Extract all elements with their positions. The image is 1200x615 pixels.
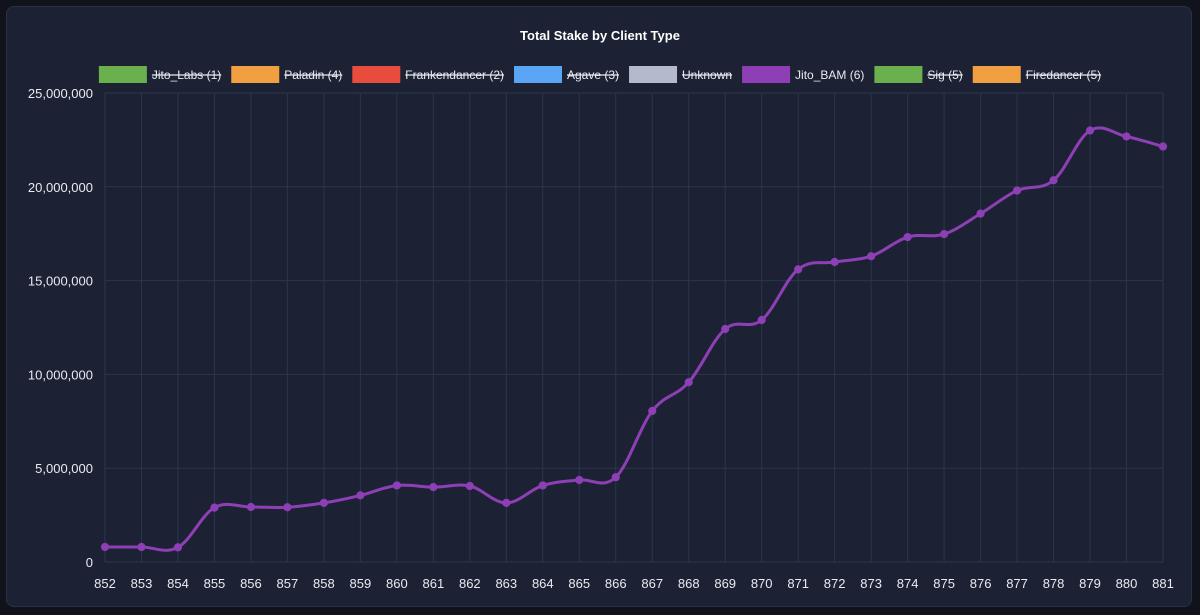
x-tick-label: 871: [787, 576, 809, 591]
legend-swatch[interactable]: [352, 66, 401, 83]
data-point[interactable]: [538, 481, 547, 490]
x-tick-label: 857: [277, 576, 299, 591]
data-point[interactable]: [319, 498, 328, 508]
data-point[interactable]: [903, 232, 912, 242]
data-point[interactable]: [867, 252, 876, 261]
data-point[interactable]: [392, 481, 401, 490]
legend-item[interactable]: Paladin (4): [231, 66, 342, 83]
x-tick-label: 864: [532, 576, 554, 591]
x-tick-label: 855: [204, 576, 226, 591]
legend-swatch[interactable]: [629, 66, 678, 83]
x-tick-label: 866: [605, 576, 627, 591]
chart-panel: [6, 6, 1192, 607]
x-tick-label: 868: [678, 576, 700, 591]
data-point[interactable]: [137, 542, 146, 552]
x-tick-label: 872: [824, 576, 846, 591]
legend-item[interactable]: Jito_BAM (6): [742, 66, 864, 83]
legend-swatch[interactable]: [874, 66, 923, 83]
legend-swatch[interactable]: [98, 66, 147, 83]
x-tick-label: 874: [897, 576, 919, 591]
legend[interactable]: Jito_Labs (1) Paladin (4) Frankendancer (2…: [98, 66, 1101, 83]
x-tick-label: 856: [240, 576, 262, 591]
y-tick-label: 15,000,000: [28, 274, 93, 289]
data-point[interactable]: [173, 543, 183, 552]
x-tick-label: 881: [1152, 576, 1174, 591]
x-tick-label: 853: [131, 576, 153, 591]
legend-swatch[interactable]: [742, 66, 791, 83]
data-point[interactable]: [976, 209, 985, 218]
data-point[interactable]: [246, 502, 256, 512]
x-tick-label: 867: [641, 576, 663, 591]
legend-item[interactable]: Sig (5): [874, 66, 963, 83]
x-tick-label: 870: [751, 576, 773, 591]
x-tick-label: 869: [714, 576, 736, 591]
data-point[interactable]: [210, 503, 219, 512]
data-point[interactable]: [1085, 126, 1095, 135]
data-point[interactable]: [100, 542, 110, 552]
series-layer: [100, 126, 1168, 552]
x-tick-label: 862: [459, 576, 481, 591]
data-point[interactable]: [721, 324, 730, 334]
legend-item[interactable]: Agave (3): [514, 66, 619, 83]
series-line-jito-bam: [104, 126, 1164, 552]
data-point[interactable]: [684, 378, 693, 387]
x-tick-label: 858: [313, 576, 335, 591]
x-tick-label: 876: [970, 576, 992, 591]
x-tick-label: 859: [350, 576, 372, 591]
legend-label[interactable]: Jito_BAM (6): [795, 68, 864, 82]
x-tick-label: 878: [1043, 576, 1065, 591]
y-tick-label: 25,000,000: [28, 86, 93, 101]
x-tick-label: 880: [1116, 576, 1138, 591]
legend-swatch[interactable]: [972, 66, 1021, 83]
x-tick-label: 875: [933, 576, 955, 591]
data-point[interactable]: [356, 491, 365, 500]
data-point[interactable]: [830, 257, 839, 267]
data-point[interactable]: [502, 498, 511, 508]
y-tick-label: 10,000,000: [28, 367, 93, 382]
x-tick-label: 873: [860, 576, 882, 591]
x-tick-label: 860: [386, 576, 408, 591]
data-point[interactable]: [648, 406, 657, 416]
data-point[interactable]: [1012, 186, 1022, 195]
data-point[interactable]: [429, 483, 438, 492]
data-point[interactable]: [575, 475, 584, 485]
data-point[interactable]: [940, 229, 949, 239]
data-point[interactable]: [1158, 142, 1168, 151]
data-point[interactable]: [283, 503, 292, 512]
data-point[interactable]: [757, 315, 766, 325]
x-tick-label: 854: [167, 576, 189, 591]
legend-item[interactable]: Frankendancer (2): [352, 66, 504, 83]
y-tick-label: 20,000,000: [28, 180, 93, 195]
legend-swatch[interactable]: [514, 66, 563, 83]
legend-swatch[interactable]: [231, 66, 280, 83]
x-tick-label: 852: [94, 576, 116, 591]
y-tick-label: 0: [86, 555, 93, 570]
x-tick-label: 879: [1079, 576, 1101, 591]
x-tick-label: 877: [1006, 576, 1028, 591]
x-axis: 852 853 854 855 856 857 858 859 860 861 862 863 864 8…: [94, 576, 1174, 591]
data-point[interactable]: [465, 481, 474, 491]
y-tick-label: 5,000,000: [35, 461, 93, 476]
legend-item[interactable]: Jito_Labs (1): [98, 66, 221, 83]
gridlines: [104, 92, 1164, 563]
legend-item[interactable]: Unknown: [629, 66, 732, 83]
y-axis: 0 5,000,000 10,000,000 15,000,000 20,000,000…: [28, 86, 93, 570]
x-tick-label: 861: [422, 576, 444, 591]
legend-item[interactable]: Firedancer (5): [972, 66, 1101, 83]
x-tick-label: 863: [495, 576, 517, 591]
data-point[interactable]: [1122, 132, 1131, 141]
data-point[interactable]: [611, 473, 620, 482]
chart-title: Total Stake by Client Type: [520, 28, 680, 43]
x-tick-label: 865: [568, 576, 590, 591]
data-point[interactable]: [794, 265, 803, 274]
data-point[interactable]: [1049, 176, 1058, 185]
